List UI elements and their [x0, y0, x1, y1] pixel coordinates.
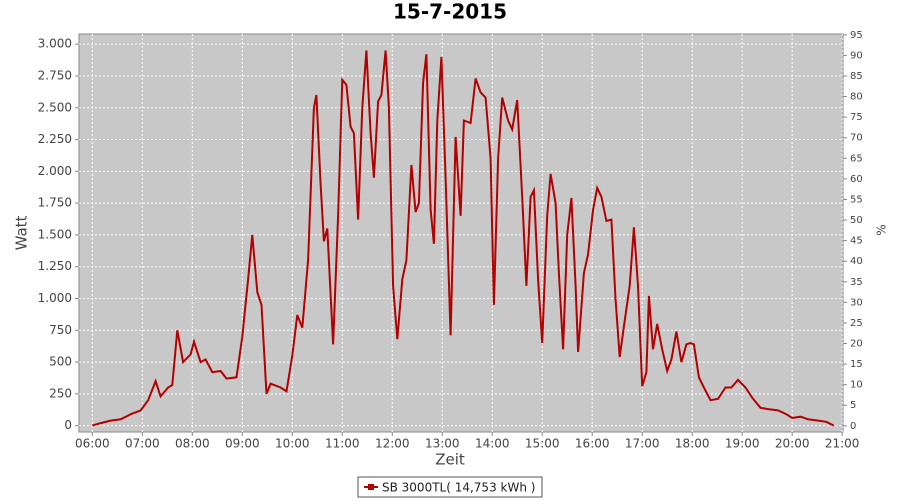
y2-tick-label: 40 — [850, 256, 863, 267]
y-tick-label: 1.750 — [38, 196, 72, 210]
x-tick-label: 18:00 — [675, 437, 710, 451]
y-tick-label: 0 — [64, 418, 72, 432]
x-tick-label: 09:00 — [225, 437, 260, 451]
x-tick-label: 16:00 — [575, 437, 610, 451]
y-tick-label: 750 — [49, 323, 72, 337]
y2-tick-label: 5 — [850, 400, 856, 411]
x-tick-label: 06:00 — [75, 437, 110, 451]
y-tick-label: 250 — [49, 386, 72, 400]
y2-tick-label: 65 — [850, 153, 863, 164]
x-tick-label: 11:00 — [325, 437, 360, 451]
y-tick-label: 1.250 — [38, 259, 72, 273]
x-tick-label: 21:00 — [825, 437, 860, 451]
y2-tick-label: 20 — [850, 339, 863, 350]
y-tick-label: 1.000 — [38, 291, 72, 305]
x-tick-label: 10:00 — [275, 437, 310, 451]
x-axis-label: Zeit — [435, 451, 465, 469]
y-tick-label: 2.750 — [38, 68, 72, 82]
y2-tick-label: 95 — [850, 30, 863, 41]
y2-tick-label: 15 — [850, 359, 863, 370]
x-tick-label: 12:00 — [375, 437, 410, 451]
legend: SB 3000TL( 14,753 kWh ) — [357, 476, 543, 498]
x-tick-label: 13:00 — [425, 437, 460, 451]
y2-axis-label: % — [875, 224, 889, 235]
data-line — [92, 50, 835, 427]
y2-tick-label: 45 — [850, 236, 863, 247]
x-tick-label: 08:00 — [175, 437, 210, 451]
legend-box — [357, 476, 543, 498]
y-axis-label: Watt — [13, 215, 31, 250]
legend-label: SB 3000TL( 14,753 kWh ) — [382, 481, 535, 495]
legend-marker — [368, 484, 374, 490]
x-tick-label: 07:00 — [125, 437, 160, 451]
y2-tick-label: 30 — [850, 297, 863, 308]
y2-tick-label: 85 — [850, 71, 863, 82]
y2-tick-label: 90 — [850, 50, 863, 61]
x-tick-label: 19:00 — [725, 437, 760, 451]
y-tick-label: 500 — [49, 355, 72, 369]
plot-area — [78, 33, 844, 433]
y2-tick-label: 50 — [850, 215, 863, 226]
y-tick-label: 2.250 — [38, 132, 72, 146]
y-tick-label: 2.500 — [38, 100, 72, 114]
y2-tick-label: 80 — [850, 92, 863, 103]
x-tick-label: 17:00 — [625, 437, 660, 451]
y2-tick-label: 10 — [850, 380, 863, 391]
y-tick-label: 1.500 — [38, 227, 72, 241]
y2-tick-label: 70 — [850, 133, 863, 144]
y-tick-label: 2.000 — [38, 164, 72, 178]
y-tick-label: 3.000 — [38, 37, 72, 51]
x-tick-label: 15:00 — [525, 437, 560, 451]
y2-tick-label: 60 — [850, 174, 863, 185]
y2-tick-label: 25 — [850, 318, 863, 329]
y2-tick-label: 75 — [850, 112, 863, 123]
x-tick-label: 14:00 — [475, 437, 510, 451]
y2-tick-label: 35 — [850, 277, 863, 288]
chart-title: 15-7-2015 — [393, 0, 507, 24]
x-tick-label: 20:00 — [775, 437, 810, 451]
y2-tick-label: 0 — [850, 421, 856, 432]
y2-tick-label: 55 — [850, 194, 863, 205]
